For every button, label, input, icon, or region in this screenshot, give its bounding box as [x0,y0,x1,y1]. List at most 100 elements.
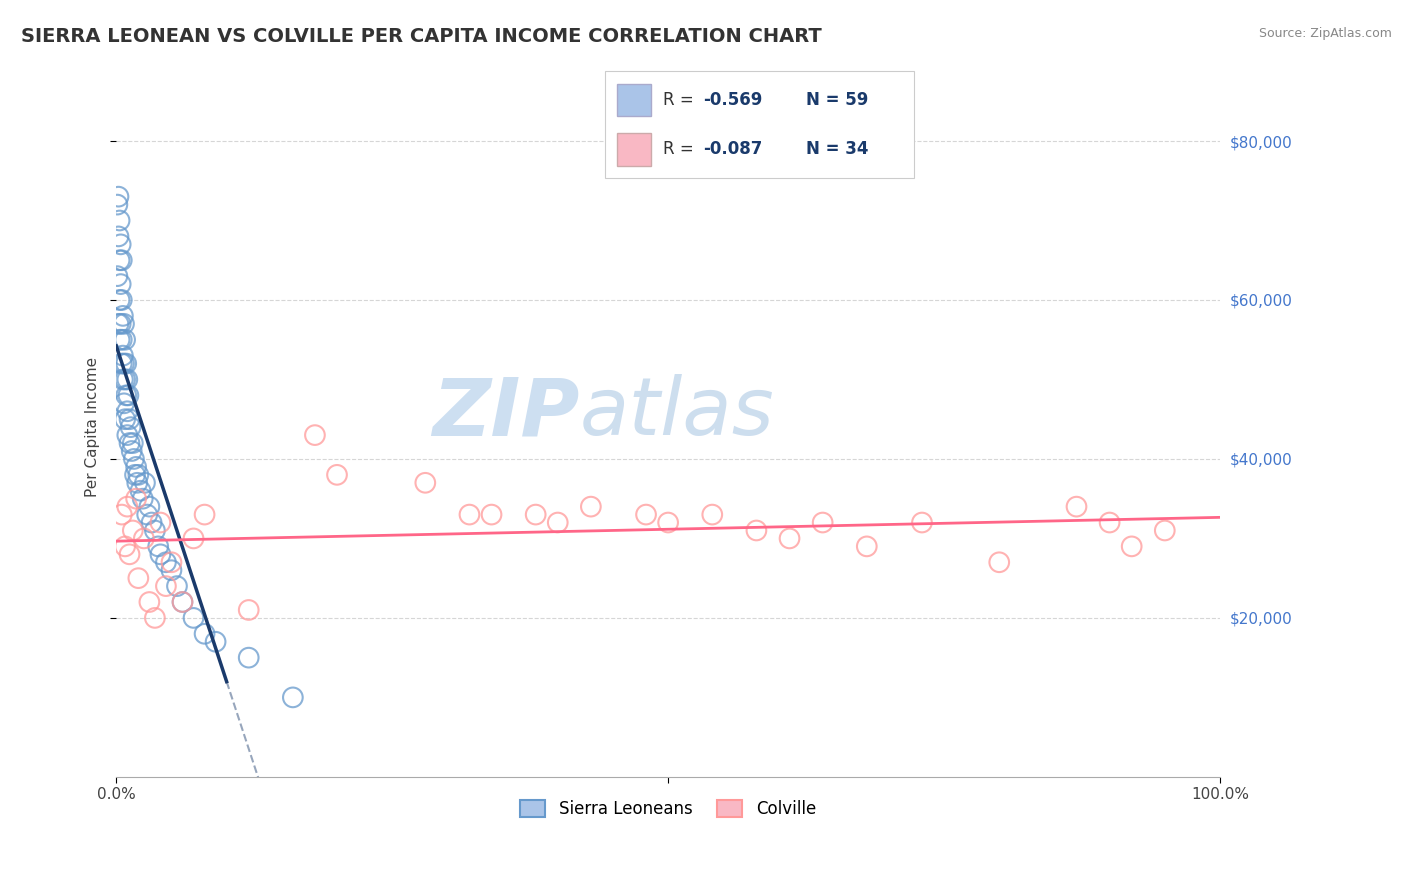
Point [304,428,326,442]
FancyBboxPatch shape [605,71,914,178]
Point [458,508,481,522]
Point [779,532,801,546]
Point [183,611,205,625]
Point [111,372,134,386]
Point [149,547,172,561]
Point [911,516,934,530]
Point [193,508,215,522]
Point [204,634,226,648]
Point [107,189,129,203]
Point [143,524,166,538]
Text: atlas: atlas [579,374,775,452]
Point [108,213,131,227]
Bar [617,84,651,116]
Point [129,483,152,498]
Point [114,540,136,554]
Text: -0.087: -0.087 [703,141,763,159]
Text: -0.569: -0.569 [703,91,763,109]
Point [118,412,141,426]
Point [120,420,142,434]
Point [1153,524,1175,538]
Point [413,475,436,490]
Text: N = 59: N = 59 [806,91,868,109]
Point [155,555,177,569]
Point [117,388,139,402]
Point [988,555,1011,569]
Point [481,508,503,522]
Point [172,595,194,609]
Point [1121,540,1143,554]
Point [172,595,194,609]
Point [110,317,132,331]
Point [105,197,128,211]
Text: R =: R = [664,91,695,109]
Point [111,309,134,323]
Point [657,516,679,530]
Point [111,333,134,347]
Point [547,516,569,530]
Point [127,467,149,482]
Point [132,532,155,546]
Point [115,357,138,371]
Point [110,277,132,291]
Text: N = 34: N = 34 [806,141,868,159]
Point [122,452,145,467]
Point [111,349,134,363]
Point [108,253,131,268]
Point [110,237,132,252]
Point [127,571,149,585]
Point [112,317,135,331]
Point [112,357,135,371]
Point [111,293,134,307]
Text: R =: R = [664,141,695,159]
Point [125,459,148,474]
Point [155,579,177,593]
Text: SIERRA LEONEAN VS COLVILLE PER CAPITA INCOME CORRELATION CHART: SIERRA LEONEAN VS COLVILLE PER CAPITA IN… [21,27,823,45]
Y-axis label: Per Capita Income: Per Capita Income [86,357,100,497]
Legend: Sierra Leoneans, Colville: Sierra Leoneans, Colville [513,793,823,824]
Point [117,372,139,386]
Point [117,428,139,442]
Point [134,475,156,490]
Point [160,563,183,577]
Point [107,229,129,244]
Point [118,436,141,450]
Point [117,404,139,418]
Point [136,508,159,522]
Point [138,500,160,514]
Point [183,532,205,546]
Point [238,650,260,665]
Point [326,467,349,482]
Point [117,500,139,514]
Point [160,555,183,569]
Point [127,475,149,490]
Point [115,388,138,402]
Point [143,611,166,625]
Point [105,269,128,284]
Point [111,253,134,268]
Bar [617,134,651,166]
Point [108,293,131,307]
Point [114,412,136,426]
Point [124,467,146,482]
Point [111,357,134,371]
Point [111,508,134,522]
Point [121,436,143,450]
Point [193,627,215,641]
Point [579,500,602,514]
Point [745,524,768,538]
Point [855,540,877,554]
Point [166,579,188,593]
Point [524,508,547,522]
Point [702,508,724,522]
Point [118,547,141,561]
Point [121,444,143,458]
Text: ZIP: ZIP [433,374,579,452]
Point [125,491,148,506]
Point [811,516,834,530]
Point [1098,516,1121,530]
Point [108,333,131,347]
Point [149,516,172,530]
Point [112,396,135,410]
Point [114,333,136,347]
